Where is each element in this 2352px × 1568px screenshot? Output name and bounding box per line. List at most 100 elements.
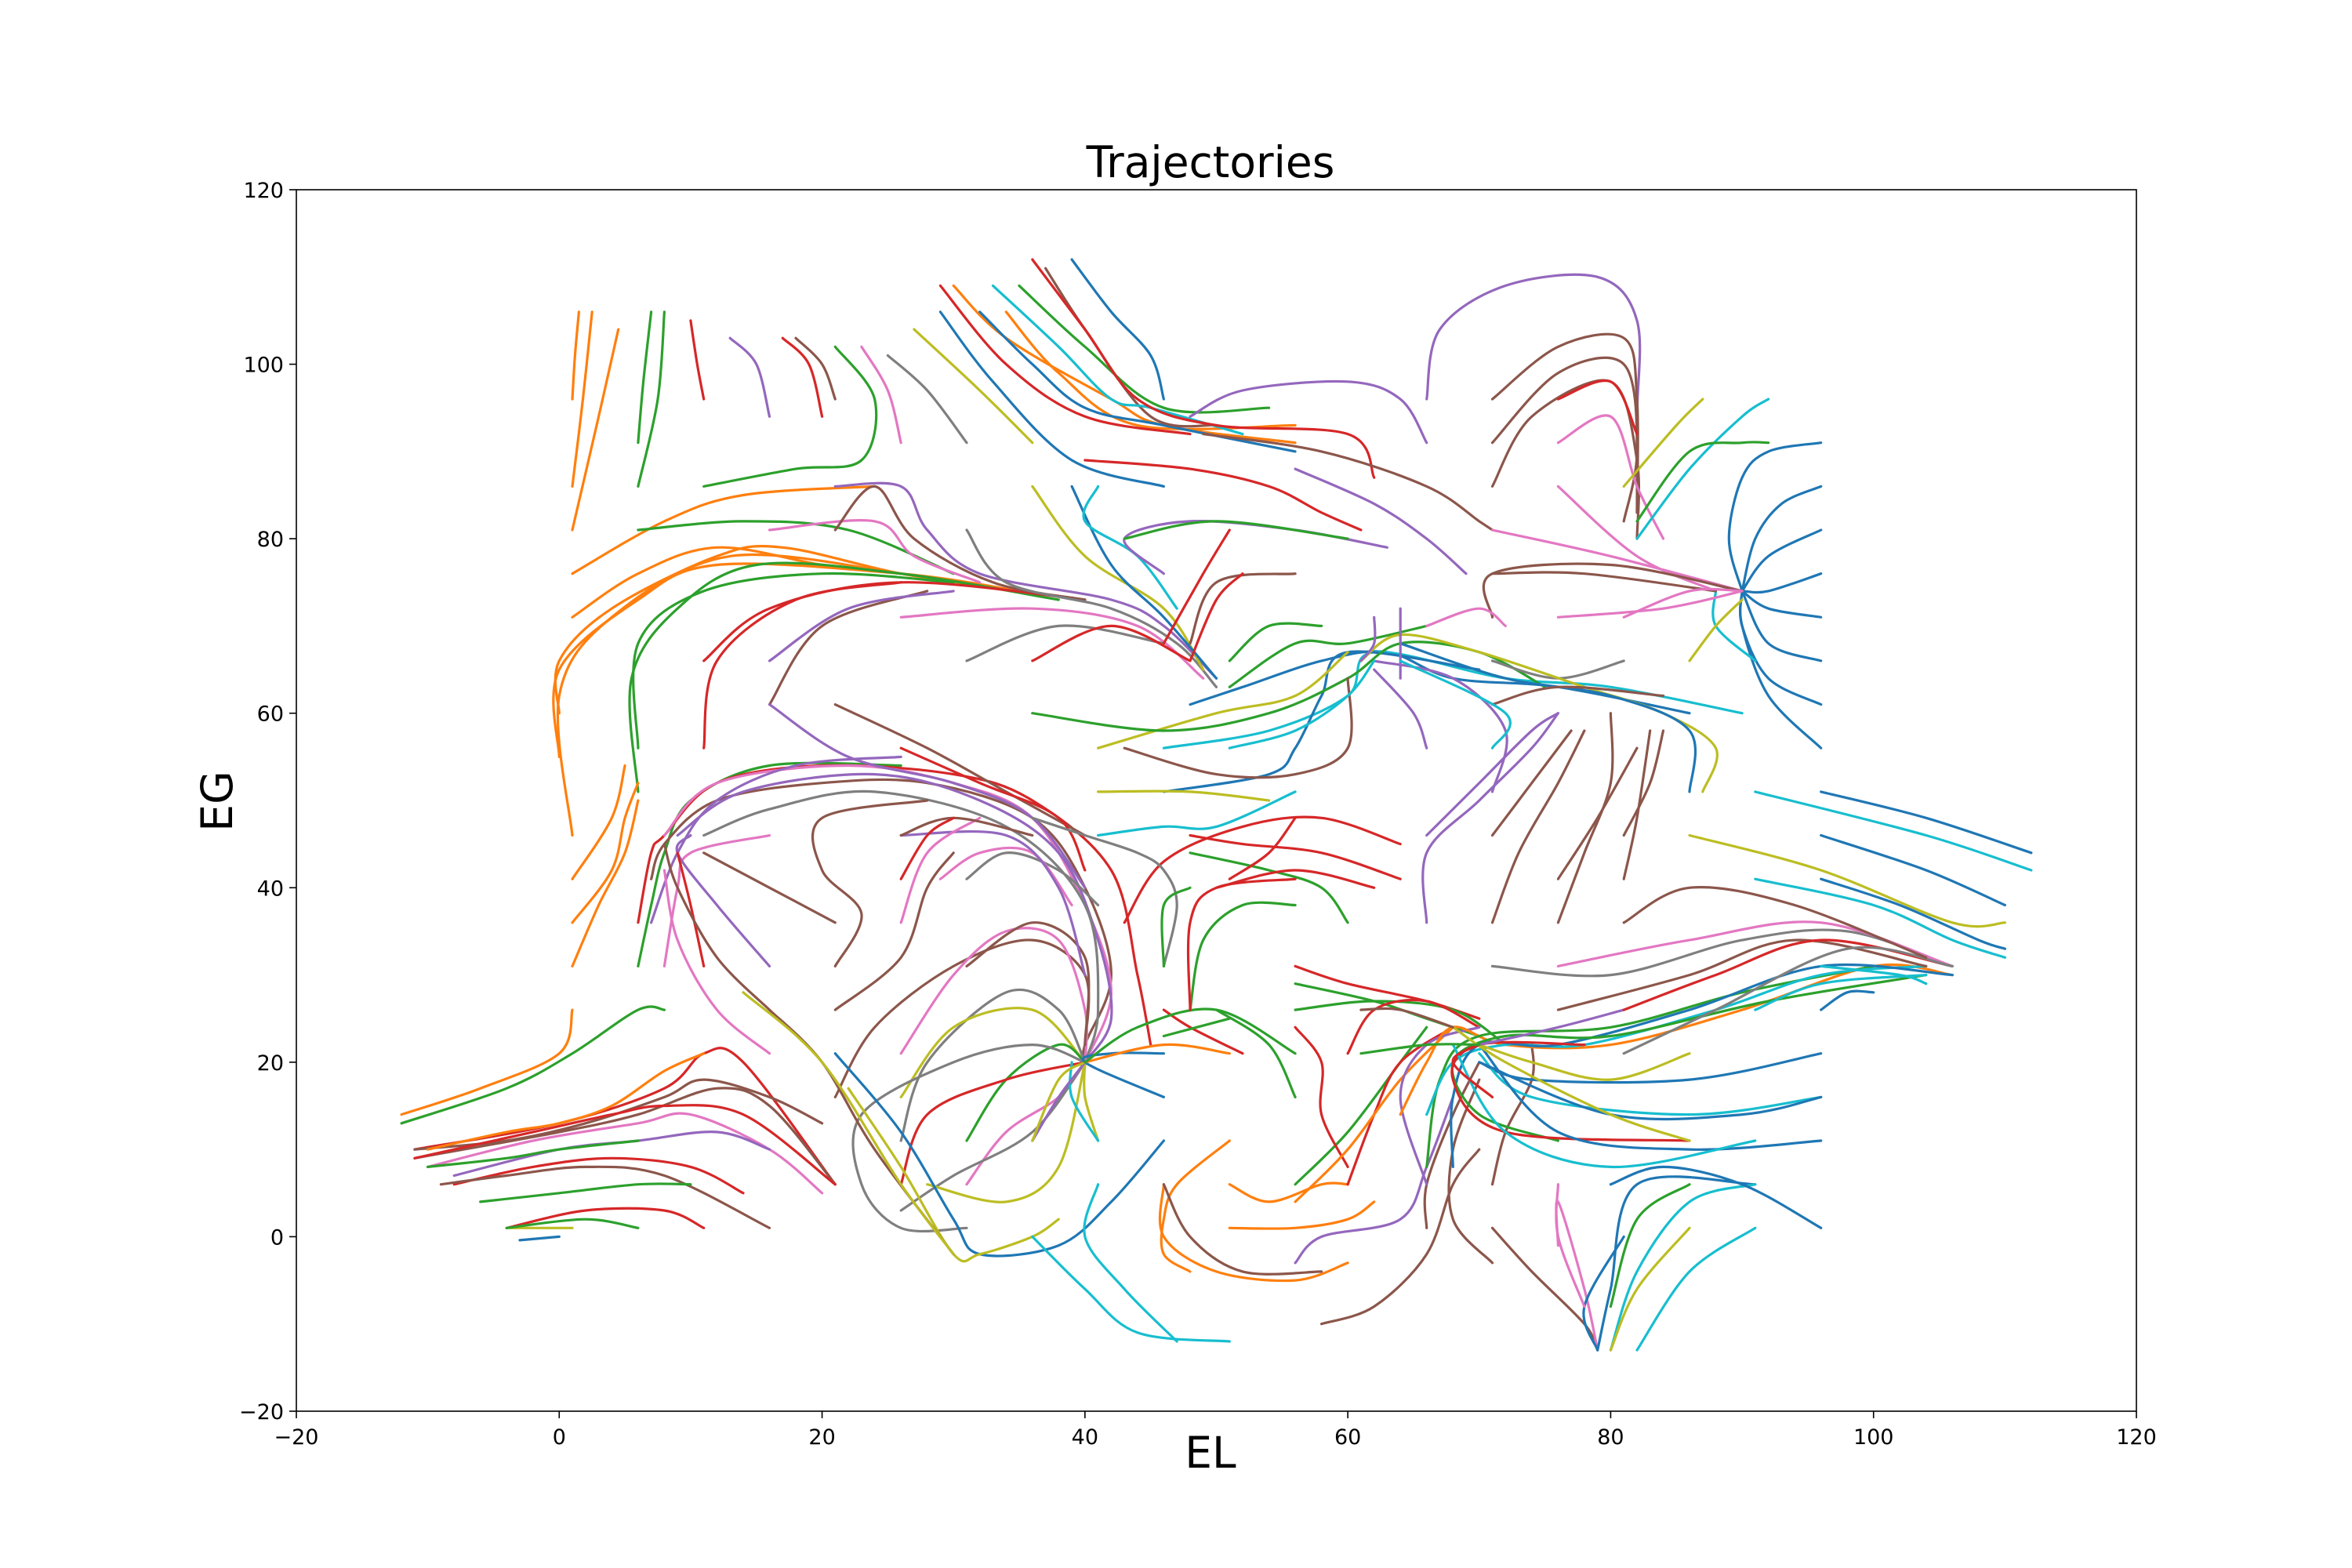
trajectory-line [702,581,902,750]
trajectory-line [742,991,955,1256]
trajectory-line [1635,1226,1757,1352]
trajectory-line [886,354,968,445]
trajectory-line [1189,572,1244,662]
trajectory-line [632,572,955,750]
trajectory-line [1373,668,1428,750]
trajectory-line [1162,528,1231,645]
trajectory-line [1556,414,1665,540]
trajectory-line [505,1207,706,1229]
trajectory-line [1031,258,1376,479]
trajectory-line [913,328,1034,445]
trajectory-line [1228,1181,1349,1203]
trajectory-line [1359,615,1377,662]
x-tick-label: 60 [1334,1425,1361,1450]
trajectory-line [1490,729,1573,837]
y-tick-label: −20 [239,1400,284,1425]
y-tick-label: 60 [257,702,284,727]
trajectory-line [899,927,1088,1064]
trajectory-line [662,869,771,1055]
trajectory-line [1346,1025,1454,1186]
trajectory-line [1294,1025,1428,1186]
trajectory-line [1399,659,1512,750]
trajectory-line [662,843,771,1011]
trajectory-line [439,1165,771,1229]
trajectory-line [1228,659,1376,750]
trajectory-line [650,755,902,924]
trajectory-line [675,833,771,967]
trajectory-line [1425,607,1507,627]
trajectory-line [1162,1017,1231,1038]
trajectory-line [1820,989,1875,1011]
y-tick-label: 20 [257,1051,284,1076]
trajectory-line [1031,1061,1087,1142]
trajectory-line [1097,651,1349,750]
trajectory-line [1083,1007,1297,1064]
trajectory-line [1189,572,1297,645]
trajectory-line [1189,851,1349,924]
trajectory-line [1688,833,2006,928]
trajectory-line [1478,1044,1691,1081]
trajectory-line [571,310,593,488]
plot-area-frame [296,189,2137,1412]
trajectory-line [1082,485,1178,610]
trajectory-line [1294,1095,1454,1265]
trajectory-line [1031,624,1192,662]
trajectory-line [1123,520,1349,540]
trajectory-line [1740,590,1823,662]
trajectory-line [571,310,580,401]
trajectory-line [413,1104,837,1186]
trajectory-line [518,1235,561,1242]
trajectory-line [400,1008,574,1116]
trajectory-line [833,851,955,1011]
trajectory-line [1609,1183,1757,1352]
trajectory-line [794,336,837,401]
trajectory-line [768,703,1087,889]
trajectory-line [1097,790,1297,837]
trajectory-line [899,988,1087,1142]
x-axis-ticks: −20 0 20 40 60 80 100 120 [274,1411,2157,1450]
trajectory-line [1346,998,1481,1055]
trajectory-line [1556,938,1928,1011]
trajectory-line [400,1005,666,1125]
trajectory-line [702,851,837,924]
trajectory-line [556,553,902,837]
trajectory-line [728,336,771,418]
trajectory-line [1490,729,1586,924]
trajectory-line [965,528,1218,688]
trajectory-line [1294,1025,1454,1203]
trajectory-line [965,1043,1087,1142]
trajectory-line [637,310,653,445]
trajectory-line [1123,677,1353,779]
trajectory-line [1069,1061,1100,1142]
trajectory-lines [400,258,2033,1352]
trajectory-line [1596,1175,1757,1352]
trajectory-line [1740,528,1823,593]
trajectory-line [1820,877,2006,950]
trajectory-line [1450,974,1928,1142]
trajectory-line [1097,789,1271,802]
trajectory-line [899,816,982,924]
trajectory-line [1609,1226,1691,1352]
trajectory-line [1556,379,1639,436]
trajectory-line [1820,790,2033,855]
trajectory-line [702,789,1100,1064]
trajectory-line [426,1112,824,1195]
trajectory-line [689,319,706,401]
trajectory-line [1478,1052,1823,1116]
trajectory-line [1423,1061,1481,1229]
trajectory-line [1451,1044,1494,1098]
trajectory-line [1820,964,1928,985]
y-axis-ticks: −20 0 20 40 60 80 100 120 [239,179,296,1425]
trajectory-line [1202,433,1494,532]
trajectory-line [1081,1051,1165,1098]
trajectory-line [1359,1043,1481,1055]
trajectory-line [938,310,1165,488]
trajectory-line [1359,1007,1454,1029]
trajectory-line [571,782,640,924]
x-tick-label: 80 [1597,1425,1624,1450]
trajectory-line [1320,1148,1481,1326]
trajectory-line [1556,485,1718,593]
trajectory-line [1421,712,1559,924]
trajectory-line [1031,816,1178,967]
trajectory-line [1399,1025,1481,1186]
